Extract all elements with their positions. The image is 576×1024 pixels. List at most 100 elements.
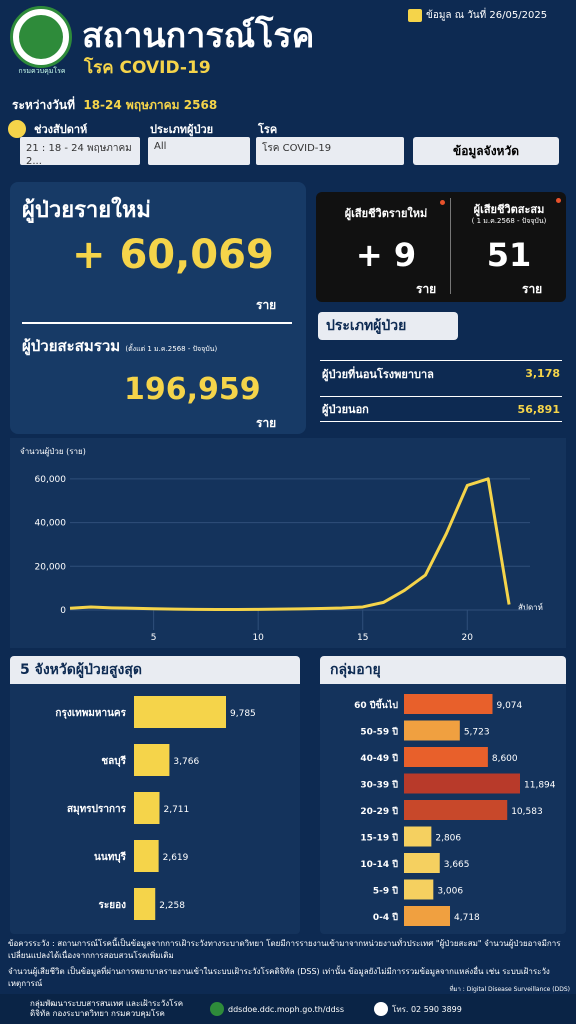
cum-deaths-label: ผู้เสียชีวิตสะสม [473,203,545,216]
calendar-icon [408,9,422,22]
bar-category-label: 15-19 ปี [360,833,398,844]
bar-value-label: 4,718 [454,913,480,923]
x-tick-label: 15 [357,633,368,643]
y-tick-label: 0 [60,606,66,616]
cum-deaths-value: 51 [486,236,532,274]
patient-type-row: ผู้ป่วยนอก 56,891 [320,396,562,422]
divider [22,322,292,324]
footnote-caution: ข้อควรระวัง : สถานการณ์โรคนี้เป็นข้อมูลจ… [8,939,561,960]
bar [404,826,432,847]
bar-value-label: 3,006 [437,887,463,897]
patient-type-label: ผู้ป่วยที่นอนโรงพยาบาล [322,367,434,381]
bar [134,696,226,728]
footer-web[interactable]: ddsdoe.ddc.moph.go.th/ddss [228,1004,345,1014]
cumulative-label: ผู้ป่วยสะสมรวม (ตั้งแต่ 1 ม.ค.2568 - ปัจ… [22,334,217,358]
bar-category-label: 40-49 ปี [360,753,398,764]
age-group-bar-chart: 60 ปีขึ้นไป 9,074 50-59 ปี 5,723 40-49 ปี 8,6… [354,694,556,926]
cumulative-unit: ราย [256,416,277,430]
ddc-logo [10,6,72,68]
bar-category-label: สมุทรปราการ [67,803,127,815]
patient-type-value: 3,178 [525,367,560,380]
patient-type-value: 56,891 [517,402,560,416]
new-deaths-unit: ราย [416,282,437,296]
logo-emblem-icon [19,15,63,59]
page-subtitle: โรค COVID-19 [84,58,211,78]
new-deaths-value: + 9 [355,236,417,274]
patient-type-label: ผู้ป่วยนอก [322,403,369,416]
bar [404,853,440,873]
top-provinces-bar-chart: กรุงเทพมหานคร 9,785 ชลบุรี 3,766 สมุทรปราการ… [55,696,256,920]
cum-deaths-note: ( 1 ม.ค.2568 - ปัจจุบัน) [471,217,547,225]
new-cases-value: + 60,069 [72,232,274,278]
new-cases-label: ผู้ป่วยรายใหม่ [22,198,151,223]
bar-value-label: 9,074 [496,701,522,711]
patient-type-row: ผู้ป่วยที่นอนโรงพยาบาล 3,178 [320,360,562,386]
phone-icon [374,1002,389,1016]
patient-type-filter-select[interactable]: All [148,137,250,165]
deaths-panel [316,192,566,302]
asterisk-dot-icon [440,200,445,205]
bar-value-label: 3,665 [444,860,470,870]
cases-series-line [69,477,511,611]
age-group-title: กลุ่มอายุ [330,662,381,678]
x-tick-label: 10 [252,633,264,643]
bar [404,906,451,926]
as-of-text: ข้อมูล ณ วันที่ 26/05/2025 [426,10,548,21]
week-filter-select[interactable]: 21 : 18 - 24 พฤษภาคม 2... [20,137,140,167]
footer: กลุ่มพัฒนาระบบสารสนเทศ และเฝ้าระวังโรคดิ… [0,994,576,1024]
bar-category-label: 0-4 ปี [373,912,398,923]
y-tick-label: 40,000 [35,519,67,529]
bar-value-label: 2,258 [159,901,185,911]
bar-value-label: 11,894 [524,781,556,791]
date-range: ระหว่างวันที่ 18-24 พฤษภาคม 2568 [12,96,217,115]
bar-category-label: ระยอง [99,900,127,911]
bar [404,773,520,794]
date-range-label: ระหว่างวันที่ [12,98,75,112]
y-tick-label: 60,000 [35,475,67,485]
cumulative-value: 196,959 [124,372,261,407]
bar [404,694,493,714]
top-provinces-title: 5 จังหวัดผู้ป่วยสูงสุด [20,662,143,678]
bar [134,840,159,872]
bar-value-label: 2,619 [163,853,189,863]
y-axis-label: จำนวนผู้ป่วย (ราย) [20,447,86,457]
bar [404,720,460,741]
logo-caption: กรมควบคุมโรค [18,67,66,75]
footer-phone: โทร. 02 590 3899 [392,1004,462,1014]
bar-category-label: กรุงเทพมหานคร [55,708,126,719]
bar-category-label: 10-14 ปี [360,859,398,870]
bar [134,888,156,920]
bar-category-label: นนทบุรี [94,851,127,863]
disease-filter-select[interactable]: โรค COVID-19 [256,137,404,165]
as-of-date: ข้อมูล ณ วันที่ 26/05/2025 [408,8,547,23]
bar [404,800,508,820]
bar-value-label: 2,806 [435,834,461,844]
new-cases-unit: ราย [256,298,277,312]
x-tick-label: 20 [462,633,474,643]
patient-type-filter-label: ประเภทผู้ป่วย [150,123,214,136]
page-title: สถานการณ์โรค [82,16,315,56]
bar-category-label: 60 ปีขึ้นไป [354,698,398,711]
bar-category-label: 50-59 ปี [360,727,398,738]
top-provinces-header: 5 จังหวัดผู้ป่วยสูงสุด [10,656,300,684]
globe-icon [210,1002,224,1016]
province-data-button[interactable]: ข้อมูลจังหวัด [413,137,559,165]
y-tick-label: 20,000 [35,562,67,572]
week-filter-label: ช่วงสัปดาห์ [34,123,88,136]
deaths-divider [450,198,451,294]
bar-value-label: 5,723 [464,728,490,738]
cumulative-note: (ตั้งแต่ 1 ม.ค.2568 - ปัจจุบัน) [125,345,218,353]
summary-panel [10,182,306,434]
data-source: ที่มา : Digital Disease Surveillance (DD… [449,986,570,993]
bar-value-label: 3,766 [173,757,199,767]
bar-value-label: 2,711 [163,805,189,815]
cumulative-label-text: ผู้ป่วยสะสมรวม [22,337,121,355]
patient-type-header: ประเภทผู้ป่วย [318,312,458,340]
cum-deaths-unit: ราย [522,282,543,296]
footer-org: กลุ่มพัฒนาระบบสารสนเทศ และเฝ้าระวังโรคดิ… [30,999,184,1018]
disease-filter-label: โรค [258,123,278,136]
new-deaths-label: ผู้เสียชีวิตรายใหม่ [344,207,428,220]
bar [134,744,170,776]
date-range-value: 18-24 พฤษภาคม 2568 [83,98,218,112]
asterisk-dot-icon [556,198,561,203]
